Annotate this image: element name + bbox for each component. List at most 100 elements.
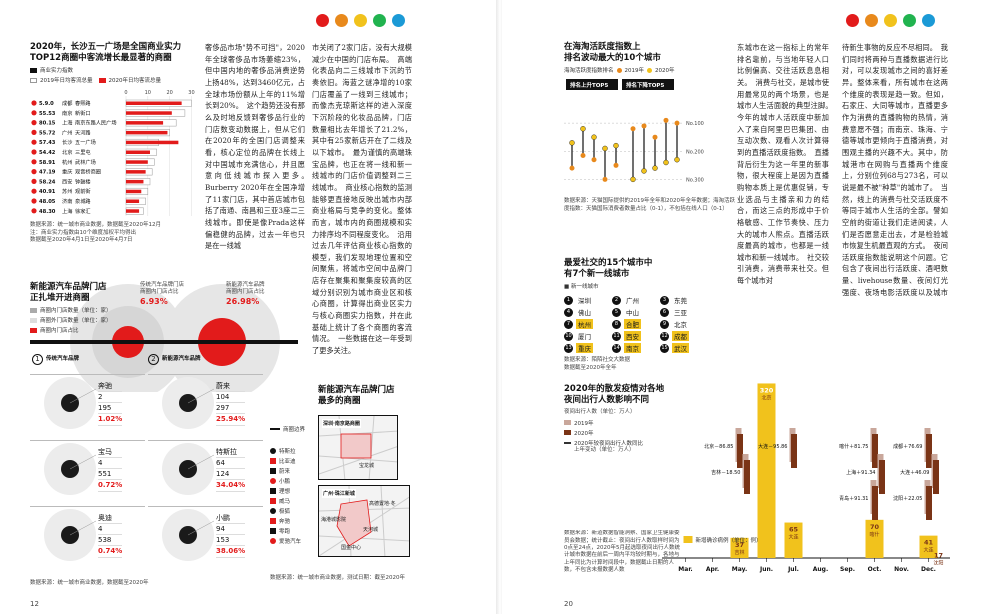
chart1-district-label: 五一广场 xyxy=(75,138,96,146)
brand-leader-line xyxy=(69,520,97,536)
chart5-night-2020-bar xyxy=(926,486,932,520)
brand-tile: 特斯拉 64 124 34.04% xyxy=(148,440,263,506)
traditional-pct: 6.93% xyxy=(140,296,168,306)
map-legend-marker-icon xyxy=(270,468,276,474)
brand-out-count: 538 xyxy=(98,535,123,547)
map-legend-marker-icon xyxy=(270,448,276,454)
chart4-title-line2: 有7个新一线城市 xyxy=(564,268,630,279)
map-shenzhen-streets xyxy=(319,416,397,479)
chart1-bar-2020 xyxy=(126,209,140,214)
social-city-rank: 10 xyxy=(564,331,573,341)
chart1-row-dot xyxy=(31,149,37,155)
chart3-point-2020 xyxy=(652,165,658,172)
social-city-item: 7 杭州 xyxy=(564,319,608,330)
map-legend-marker-icon xyxy=(270,508,276,514)
brand-name: 小鹏 xyxy=(216,513,246,525)
chart1-row-dot xyxy=(31,139,37,146)
brand-pct: 0.74% xyxy=(98,546,123,558)
chart5-legend-change: 2020年较夜间出行人数同比 xyxy=(564,439,704,447)
brand-in-count: 2 xyxy=(98,392,123,404)
chart1-index-value: 40.91 xyxy=(39,189,56,195)
chart5-city-change-label: 大连－95.86 xyxy=(758,443,787,450)
legend1-text: 商圈内门店数量（单位：家） xyxy=(40,308,112,315)
social-city-grid: 1 深圳 2 广州 3 东莞 4 佛山 5 中山 6 三亚 7 杭州 8 合肥 9 北京 10 厦门 11 西安 12 成都 1… xyxy=(564,295,740,354)
chart2-title-block: 新能源汽车品牌门店 正扎堆开进商圈 商圈内门店数量（单位：家） 商圈外门店数量（… xyxy=(30,282,128,334)
chart5-city-change-label: 上海＋91.34 xyxy=(846,469,875,476)
legend-title: 商业实力指数 xyxy=(40,68,74,75)
chart3-point-2019 xyxy=(663,118,669,124)
map-legend-label: 特斯拉 xyxy=(279,449,296,455)
chart1-district-label: 武林广场 xyxy=(75,158,96,166)
chart3-plot: 排名上升TOP5 排名下降TOP5 No.100 No.200 No.300 xyxy=(564,79,704,184)
social-city-name: 杭州 xyxy=(576,319,593,330)
chart1-note2: 注：商业实力指数由10个维度加权平均得出 xyxy=(30,229,136,236)
chart3-point-2019 xyxy=(674,120,680,126)
section2-title: 新能源汽车品牌 xyxy=(162,355,201,362)
chart5-title-line1: 2020年的散发疫情对各地 xyxy=(564,384,665,394)
chart5-bar-legend-swatch xyxy=(683,536,693,543)
chart3-point-2020 xyxy=(602,145,608,152)
chart3-point-2020 xyxy=(641,168,647,174)
chart5-legend-title: 夜间出行人数（单位：万人） xyxy=(564,409,636,416)
map-legend-marker-icon xyxy=(270,498,276,504)
chart2-title-line1: 新能源汽车品牌门店 xyxy=(30,282,107,292)
social-city-rank: 1 xyxy=(564,295,573,305)
chart5-night-2020-bar xyxy=(791,434,797,468)
brand-tile: 奔驰 2 195 1.02% xyxy=(30,374,145,440)
chart1-index-value: 58.91 xyxy=(39,160,56,166)
ev-store-chart: 新能源汽车品牌门店 正扎堆开进商圈 商圈内门店数量（单位：家） 商圈外门店数量（… xyxy=(30,282,298,587)
chart5-case-city: 大连 xyxy=(788,534,798,541)
chart2-title-line2: 正扎堆开进商圈 xyxy=(30,292,90,303)
social-city-rank: 3 xyxy=(660,295,669,305)
legend-2019-swatch xyxy=(564,420,571,426)
legend3-text: 商圈内门店占比 xyxy=(40,328,79,335)
map-legend-label: 蔚来 xyxy=(279,469,291,475)
chart1-index-value: 5.9.0 xyxy=(39,101,54,107)
chart3-legend-2019: 2019年 xyxy=(624,68,645,75)
legend2-text: 商圈外门店数量（单位：家） xyxy=(40,318,112,325)
chart3-rank-label: No.300 xyxy=(686,178,704,184)
chart5-case-value: 320 xyxy=(760,386,774,394)
chart4-legend: ■ 新一线城市 xyxy=(564,282,740,290)
color-dots xyxy=(316,14,405,27)
red-dot xyxy=(846,14,859,27)
chart5-case-value: 70 xyxy=(870,523,880,531)
section1-number: 1 xyxy=(32,354,43,365)
brand-values: 小鹏 94 153 38.06% xyxy=(216,513,246,558)
chart1-bar-2020 xyxy=(126,101,182,106)
social-city-name: 东莞 xyxy=(674,297,687,306)
chart5-month-label: Dec. xyxy=(921,566,936,573)
chart1-tick-label: 30 xyxy=(188,90,194,96)
social-city-rank: 12 xyxy=(660,331,669,341)
chart1-city-label: 南京 xyxy=(62,109,72,117)
legend-swatch-red xyxy=(98,77,106,83)
chart4-note: 数据来源：陌陌社交大数据 xyxy=(564,357,631,364)
map-legend-item: 比亚迪 xyxy=(270,457,314,465)
map2-label: 广州·珠江新城 xyxy=(322,489,356,498)
chart5-night-2020-bar xyxy=(744,460,750,494)
chart1-district-label: 天河路 xyxy=(75,129,91,137)
traditional-caption: 传统汽车品牌门店 商圈内门店占比 6.93% xyxy=(140,282,184,307)
map-legend-label: 爱驰汽车 xyxy=(279,539,302,545)
social-city-item: 2 广州 xyxy=(612,295,656,305)
brand-name: 奥迪 xyxy=(98,513,123,525)
map-legend: 商圈边界 特斯拉 比亚迪 蔚来 小鹏 理想 威马 极狐 奔驰 零跑 爱驰汽车 xyxy=(270,423,314,545)
chart3-point-2020 xyxy=(613,143,619,149)
chart2-legend1: 商圈内门店数量（单位：家） xyxy=(30,306,128,314)
social-city-rank: 9 xyxy=(660,319,669,329)
chart1-bar-2020 xyxy=(126,170,146,174)
map-legend-marker-icon xyxy=(270,518,276,524)
book-gutter xyxy=(496,0,504,614)
legend-swatch-red2 xyxy=(30,327,37,333)
chart1-district-label: 南京东路人民广场 xyxy=(75,119,117,127)
chart5-case-bar xyxy=(784,522,803,558)
chart5-case-value: 41 xyxy=(924,539,934,547)
chart1-tick-label: 10 xyxy=(145,90,151,96)
traditional-brand-list: 奔驰 2 195 1.02% 宝马 4 551 0.72% 奥迪 4 538 0.74% xyxy=(30,374,145,572)
red-dot xyxy=(316,14,329,27)
chart1-index-value: 80.15 xyxy=(39,121,56,127)
social-city-rank: 13 xyxy=(564,343,573,353)
legend-swatch-light xyxy=(30,317,37,323)
chart1-row-dot xyxy=(31,130,37,136)
chart5-night-2020-bar xyxy=(872,434,878,468)
